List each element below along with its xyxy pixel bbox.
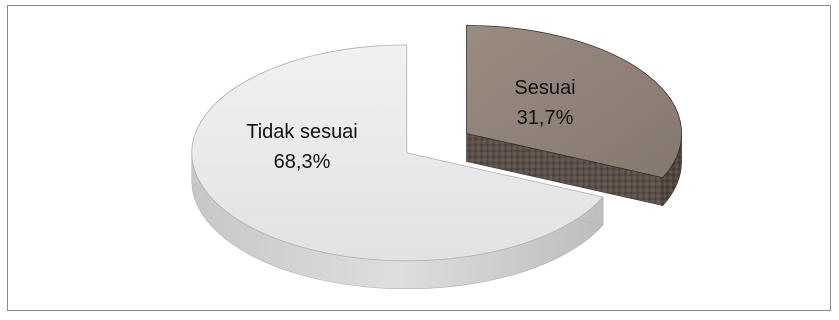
sesuai-label: Sesuai xyxy=(514,77,575,99)
slice-tidak-sesuai-top xyxy=(191,44,604,262)
slice-sesuai-top xyxy=(466,25,682,179)
slice-sesuai xyxy=(466,25,682,207)
chart-area: Tidak sesuai 68,3% Sesuai 31,7% xyxy=(7,5,831,311)
sesuai-value-label: 31,7% xyxy=(517,107,574,129)
tidak-sesuai-value-label: 68,3% xyxy=(274,151,331,173)
pie-chart: Tidak sesuai 68,3% Sesuai 31,7% xyxy=(191,25,682,290)
slice-tidak-sesuai xyxy=(191,44,604,290)
tidak-sesuai-label: Tidak sesuai xyxy=(246,121,358,143)
